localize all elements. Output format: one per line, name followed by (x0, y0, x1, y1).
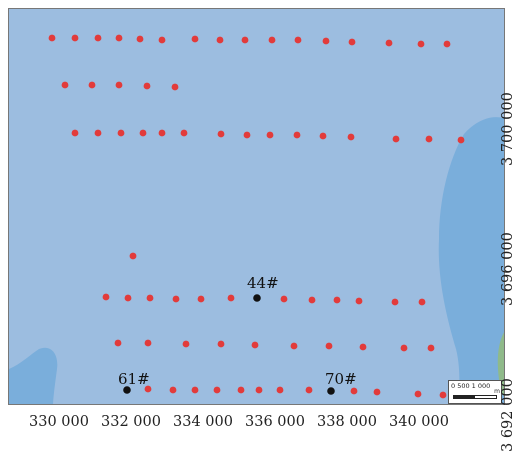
sample-point (146, 294, 154, 302)
sample-point (391, 298, 399, 306)
station-label-61: 61# (118, 370, 150, 388)
labeled-station-point (253, 294, 261, 302)
sample-point (114, 339, 122, 347)
x-tick-label: 334 000 (173, 414, 233, 430)
sample-point (94, 34, 102, 42)
scale-bar-unit: m (494, 388, 500, 395)
scale-bar-graphic (453, 395, 497, 399)
sample-point (251, 341, 259, 349)
sample-point (191, 35, 199, 43)
sample-point (144, 339, 152, 347)
sample-point (347, 133, 355, 141)
sample-points-layer (48, 34, 465, 399)
x-tick-label: 338 000 (317, 414, 377, 430)
sample-point (158, 36, 166, 44)
sample-point (243, 131, 251, 139)
sample-point (294, 36, 302, 44)
sample-point (266, 131, 274, 139)
station-label-44: 44# (247, 274, 279, 292)
sample-point (115, 34, 123, 42)
sample-point (102, 293, 110, 301)
sample-point (280, 295, 288, 303)
y-tick-label: 3 696 000 (500, 232, 516, 306)
sample-point (457, 136, 465, 144)
sample-point (169, 386, 177, 394)
sample-point (139, 129, 147, 137)
sample-point (325, 342, 333, 350)
sample-point (418, 298, 426, 306)
sample-point (115, 81, 123, 89)
sample-point (308, 296, 316, 304)
sample-point (88, 81, 96, 89)
sample-point (124, 294, 132, 302)
sample-point (197, 295, 205, 303)
sample-point (427, 344, 435, 352)
sample-point (348, 38, 356, 46)
sample-point (392, 135, 400, 143)
sample-point (355, 297, 363, 305)
sample-point (290, 342, 298, 350)
sample-point (172, 295, 180, 303)
sample-point (143, 82, 151, 90)
station-label-70: 70# (325, 370, 357, 388)
sample-point (425, 135, 433, 143)
sample-point (359, 343, 367, 351)
x-tick-label: 332 000 (101, 414, 161, 430)
sample-point (373, 388, 381, 396)
sample-point (443, 40, 451, 48)
sample-point (171, 83, 179, 91)
sample-point (268, 36, 276, 44)
sample-point (144, 385, 152, 393)
sample-point (414, 390, 422, 398)
sample-point (305, 386, 313, 394)
sample-point (217, 130, 225, 138)
station-labels-layer: 44# 61# 70# (118, 274, 357, 388)
scale-bar: 0 500 1 000 m (448, 380, 502, 404)
labeled-station-point (327, 387, 335, 395)
deep-water-region-east (438, 117, 504, 404)
sample-point (71, 129, 79, 137)
sample-point (48, 34, 56, 42)
y-tick-label: 3 692 000 (500, 378, 516, 452)
map-canvas: 44# 61# 70# (9, 34, 504, 404)
sample-point (136, 35, 144, 43)
sample-point (322, 37, 330, 45)
sample-point (333, 296, 341, 304)
sample-point (439, 391, 447, 399)
sample-point (227, 294, 235, 302)
x-tick-label: 336 000 (245, 414, 305, 430)
sample-point (400, 344, 408, 352)
sample-point (117, 129, 125, 137)
sample-point (191, 386, 199, 394)
sample-point (182, 340, 190, 348)
deep-water-region-west (9, 347, 58, 404)
scale-bar-text: 0 500 1 000 (451, 382, 491, 390)
sample-point (217, 340, 225, 348)
x-tick-label: 330 000 (29, 414, 89, 430)
map-frame: 44# 61# 70# (8, 8, 505, 405)
sample-point (255, 386, 263, 394)
sample-point (350, 387, 358, 395)
y-tick-label: 3 700 000 (500, 92, 516, 166)
sample-point (276, 386, 284, 394)
sample-point (213, 386, 221, 394)
sample-point (216, 36, 224, 44)
sample-point (180, 129, 188, 137)
sample-point (319, 132, 327, 140)
sample-point (241, 36, 249, 44)
x-tick-label: 340 000 (389, 414, 449, 430)
sample-point (237, 386, 245, 394)
labeled-station-point (123, 386, 131, 394)
sample-point (94, 129, 102, 137)
sample-point (129, 252, 137, 260)
sample-point (385, 39, 393, 47)
sample-point (158, 129, 166, 137)
sample-point (71, 34, 79, 42)
sample-point (417, 40, 425, 48)
sample-point (61, 81, 69, 89)
sample-point (293, 131, 301, 139)
